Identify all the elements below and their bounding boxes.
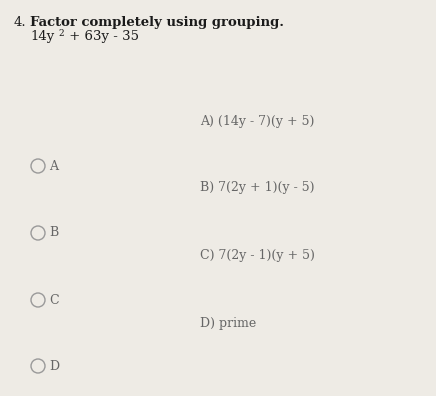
Text: C) 7(2y - 1)(y + 5): C) 7(2y - 1)(y + 5) [200, 249, 315, 263]
Text: C: C [49, 293, 58, 307]
Text: 14y: 14y [30, 30, 54, 43]
Text: D: D [49, 360, 59, 373]
Text: A) (14y - 7)(y + 5): A) (14y - 7)(y + 5) [200, 114, 314, 128]
Text: 2: 2 [58, 29, 64, 38]
Text: 4.: 4. [14, 16, 27, 29]
Text: A: A [49, 160, 58, 173]
Text: B: B [49, 227, 58, 240]
Text: + 63y - 35: + 63y - 35 [65, 30, 139, 43]
Text: B) 7(2y + 1)(y - 5): B) 7(2y + 1)(y - 5) [200, 181, 314, 194]
Text: D) prime: D) prime [200, 318, 256, 331]
Text: Factor completely using grouping.: Factor completely using grouping. [30, 16, 284, 29]
